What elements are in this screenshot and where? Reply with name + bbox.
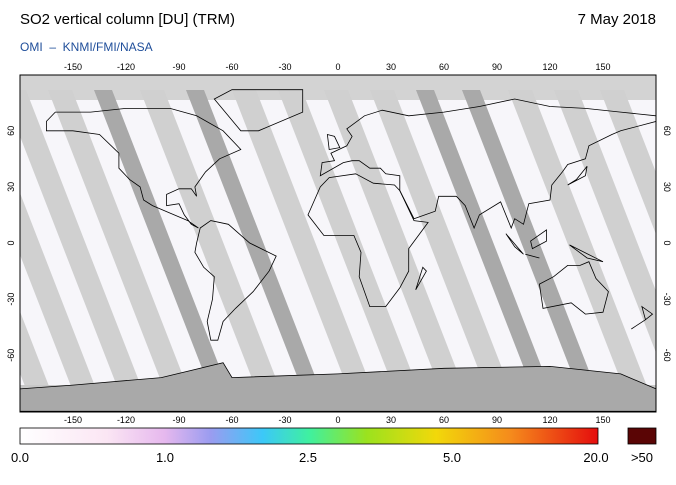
coastline <box>538 261 609 315</box>
coastline <box>213 89 304 132</box>
lon-tick-label-top: -120 <box>117 62 135 72</box>
coastline <box>631 305 654 330</box>
lat-tick-label-right: -60 <box>662 349 672 362</box>
lon-tick-label-top: -30 <box>278 62 291 72</box>
lon-tick-label-top: 30 <box>386 62 396 72</box>
colorbar-over <box>627 427 657 445</box>
coastline <box>326 133 341 150</box>
swath <box>94 90 237 412</box>
lon-tick-label-bottom: -120 <box>117 415 135 425</box>
coastline <box>530 229 547 250</box>
swath <box>278 90 427 412</box>
coastline <box>194 220 277 341</box>
lon-tick-label-bottom: 0 <box>335 415 340 425</box>
title: SO2 vertical column [DU] (TRM) <box>20 11 235 28</box>
lon-tick-label-bottom: 120 <box>543 415 558 425</box>
lat-tick-label-right: 0 <box>662 240 672 245</box>
swath <box>416 90 559 412</box>
coastline <box>46 108 242 229</box>
lat-tick-label-left: 60 <box>6 126 16 136</box>
lon-tick-label-top: 150 <box>596 62 611 72</box>
swath <box>186 90 329 412</box>
swath <box>20 90 151 412</box>
lon-tick-label-top: 60 <box>439 62 449 72</box>
swath <box>600 90 656 235</box>
lon-tick-label-bottom: 30 <box>386 415 396 425</box>
lon-tick-label-top: -60 <box>225 62 238 72</box>
swath <box>48 90 197 412</box>
lat-tick-label-left: -30 <box>6 293 16 306</box>
lon-tick-label-top: 0 <box>335 62 340 72</box>
source: OMI – KNMI/FMI/NASA <box>20 40 153 54</box>
lon-tick-label-bottom: -150 <box>64 415 82 425</box>
colorbar-label: 5.0 <box>443 450 461 465</box>
colorbar-over-label: >50 <box>631 450 653 465</box>
swath <box>324 90 473 412</box>
colorbar <box>19 427 599 445</box>
swath <box>140 90 289 412</box>
coastline <box>307 173 429 308</box>
lon-tick-label-top: 120 <box>543 62 558 72</box>
coastline <box>319 98 656 230</box>
colorbar-label: 20.0 <box>583 450 608 465</box>
lat-tick-label-right: 60 <box>662 126 672 136</box>
lon-tick-label-top: -150 <box>64 62 82 72</box>
swath <box>462 90 605 412</box>
lon-tick-label-top: 90 <box>492 62 502 72</box>
lon-tick-label-bottom: -30 <box>278 415 291 425</box>
coastline <box>505 233 524 255</box>
colorbar-label: 1.0 <box>156 450 174 465</box>
swath <box>20 193 105 412</box>
colorbar-label: 0.0 <box>11 450 29 465</box>
antarctica <box>20 362 656 412</box>
lon-tick-label-bottom: -60 <box>225 415 238 425</box>
lon-tick-label-bottom: 150 <box>596 415 611 425</box>
lat-tick-label-right: -30 <box>662 293 672 306</box>
coastline <box>415 266 427 290</box>
swath <box>554 90 656 353</box>
coastline <box>525 253 540 259</box>
swath <box>370 90 519 412</box>
coastline <box>569 244 604 263</box>
colorbar-label: 2.5 <box>299 450 317 465</box>
lat-tick-label-left: 30 <box>6 182 16 192</box>
coastline <box>567 166 588 186</box>
lat-tick-label-left: -60 <box>6 349 16 362</box>
lon-tick-label-bottom: -90 <box>172 415 185 425</box>
date: 7 May 2018 <box>578 11 656 28</box>
swath <box>232 90 381 412</box>
map-frame <box>19 74 657 413</box>
lat-tick-label-right: 30 <box>662 182 672 192</box>
lon-tick-label-bottom: 60 <box>439 415 449 425</box>
map <box>20 75 656 412</box>
lon-tick-label-top: -90 <box>172 62 185 72</box>
lat-tick-label-left: 0 <box>6 240 16 245</box>
lon-tick-label-bottom: 90 <box>492 415 502 425</box>
